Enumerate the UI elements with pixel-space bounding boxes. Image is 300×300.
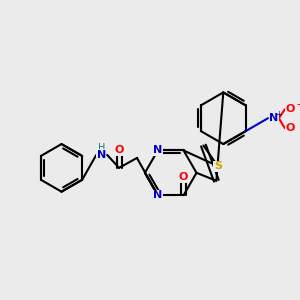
Text: -: - [296,98,300,111]
Text: O: O [114,145,124,155]
Text: +: + [275,110,282,119]
Text: O: O [285,123,295,133]
Text: O: O [285,104,295,114]
Text: O: O [179,172,188,182]
Text: H: H [98,143,105,153]
Text: N: N [97,150,106,160]
Text: N: N [269,113,278,123]
Text: S: S [214,161,222,171]
Text: N: N [153,146,162,155]
Text: N: N [153,190,162,200]
